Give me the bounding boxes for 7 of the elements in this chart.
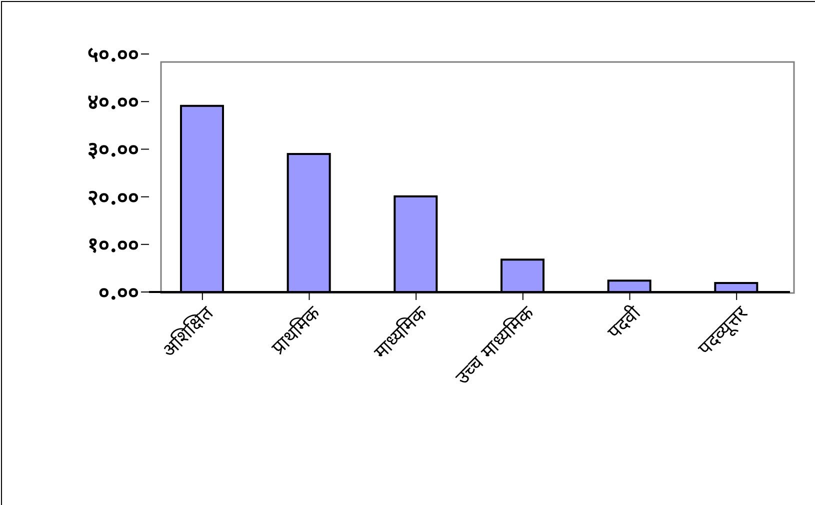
y-tick-label: ५०.०० [88, 41, 139, 66]
y-tick-label: २०.०० [88, 184, 139, 210]
x-tick-label: पदवी [602, 300, 646, 344]
y-tick-label: ४०.०० [88, 89, 139, 114]
y-tick-label: १०.०० [88, 232, 139, 257]
y-tick-label: ३०.०० [88, 136, 139, 162]
y-tick-label: ०.०० [98, 279, 139, 304]
